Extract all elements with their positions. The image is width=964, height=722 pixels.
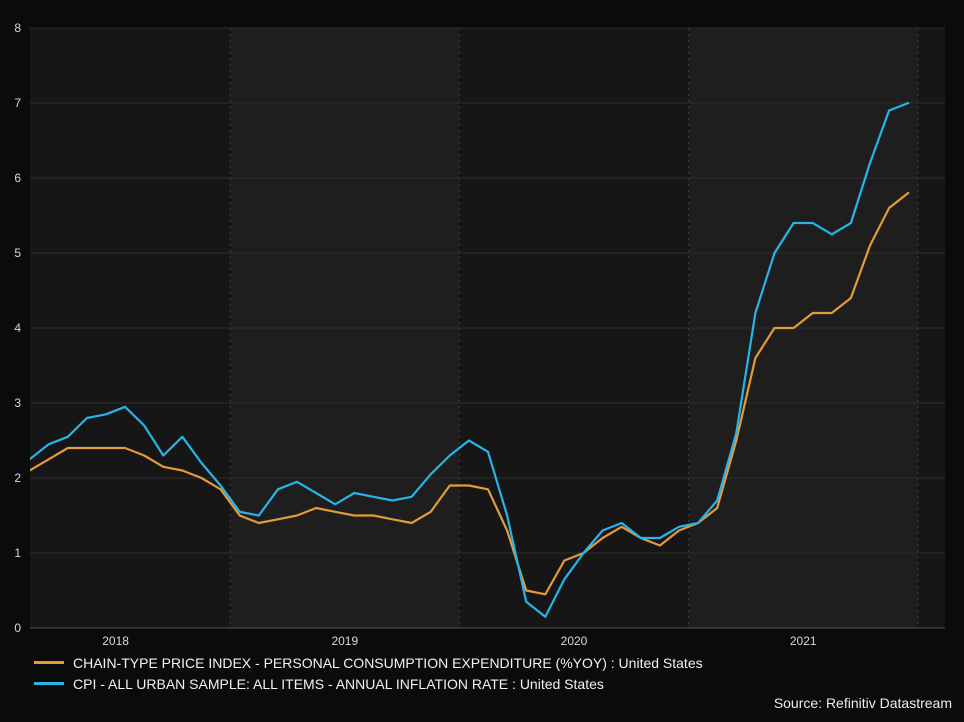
y-tick-label: 5 [14, 246, 21, 260]
y-tick-label: 2 [14, 471, 21, 485]
y-tick-label: 8 [14, 21, 21, 35]
y-axis-labels: 0 1 2 3 4 5 6 7 8 [14, 21, 21, 635]
x-axis-labels: 2018 2019 2020 2021 [102, 634, 817, 648]
pce-line-swatch [34, 661, 64, 664]
y-tick-label: 4 [14, 321, 21, 335]
chart-legend: CHAIN-TYPE PRICE INDEX - PERSONAL CONSUM… [34, 652, 703, 694]
legend-item-pce: CHAIN-TYPE PRICE INDEX - PERSONAL CONSUM… [34, 652, 703, 673]
y-tick-label: 7 [14, 96, 21, 110]
cpi-line [30, 101, 910, 618]
legend-item-cpi: CPI - ALL URBAN SAMPLE: ALL ITEMS - ANNU… [34, 673, 703, 694]
x-tick-label: 2019 [331, 634, 358, 648]
y-tick-label: 3 [14, 396, 21, 410]
cpi-line-swatch [34, 682, 64, 685]
x-tick-label: 2020 [561, 634, 588, 648]
series-lines [30, 101, 910, 618]
horizontal-gridlines [30, 27, 945, 629]
pce-legend-label: CHAIN-TYPE PRICE INDEX - PERSONAL CONSUM… [73, 654, 703, 671]
y-tick-label: 0 [14, 621, 21, 635]
x-tick-label: 2021 [790, 634, 817, 648]
cpi-legend-label: CPI - ALL URBAN SAMPLE: ALL ITEMS - ANNU… [73, 675, 604, 692]
inflation-chart-svg: 0 1 2 3 4 5 6 7 8 2018 2019 2020 2021 [14, 21, 945, 648]
source-attribution: Source: Refinitiv Datastream [773, 695, 952, 711]
year-boundary-gridlines [229, 28, 919, 628]
y-tick-label: 6 [14, 171, 21, 185]
y-tick-label: 1 [14, 546, 21, 560]
x-tick-label: 2018 [102, 634, 129, 648]
pce-line [30, 191, 910, 596]
